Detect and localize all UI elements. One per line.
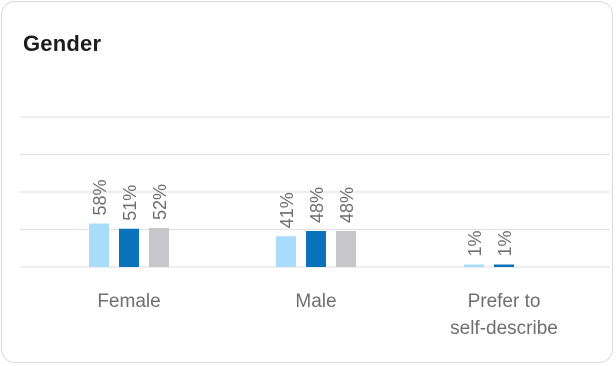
bar-2-1	[494, 264, 514, 267]
value-label-1-1: 48%	[307, 187, 327, 223]
category-label-2-0: Prefer to	[468, 291, 541, 312]
value-label-0-0: 58%	[90, 179, 110, 215]
value-label-2-0: 1%	[465, 230, 485, 256]
category-label-0-0: Female	[97, 291, 160, 312]
bar-1-1	[306, 231, 326, 267]
value-label-2-1: 1%	[495, 230, 515, 256]
bar-0-0	[89, 223, 109, 267]
bar-1-2	[336, 231, 356, 267]
bar-2-0	[464, 264, 484, 267]
value-label-1-2: 48%	[337, 187, 357, 223]
bar-0-2	[149, 228, 169, 267]
category-label-2-1: self-describe	[450, 318, 558, 339]
card-title: Gender	[23, 31, 102, 56]
gender-bar-chart: 58% 51% 52% Female 41% 48% 48% Male 1% 1% Prefer t…	[20, 116, 610, 339]
value-label-1-0: 41%	[277, 192, 297, 228]
category-label-1-0: Male	[295, 291, 336, 312]
value-label-0-2: 52%	[150, 184, 170, 220]
bar-1-0	[276, 236, 296, 267]
bar-0-1	[119, 228, 139, 267]
value-label-0-1: 51%	[120, 185, 140, 221]
